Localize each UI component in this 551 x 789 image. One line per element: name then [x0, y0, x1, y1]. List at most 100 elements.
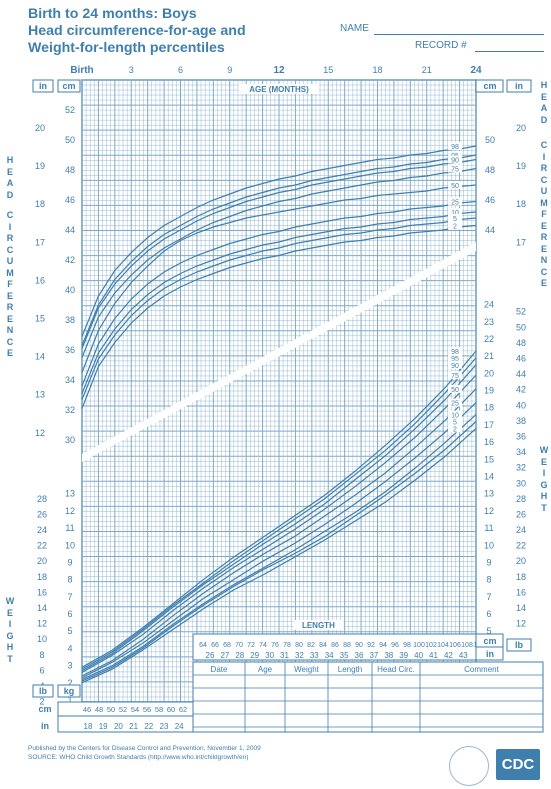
hc-in-right-tick-label: 19 — [516, 161, 526, 171]
length-axis-title: LENGTH — [302, 621, 335, 630]
wt-lb-right-tick-label: 12 — [516, 619, 526, 629]
unit-in-top-right: in — [515, 81, 523, 91]
length-cm-tick-label: 100 — [413, 642, 425, 649]
wt-kg-left-bg — [58, 625, 80, 637]
wfl-label-bg — [448, 384, 462, 393]
hc-cm-tick-label: 50 — [65, 135, 75, 145]
data-table — [192, 661, 544, 733]
wt-kg-left-bg — [58, 504, 80, 516]
hc-line-p75 — [81, 167, 477, 358]
wfl-line-p5 — [81, 421, 477, 682]
hc-line-p90 — [81, 158, 477, 349]
wfl-series-label-p90: 90 — [451, 363, 459, 370]
hc-in-tick-label: 19 — [35, 161, 45, 171]
hc-cm-tick-label: 38 — [65, 315, 75, 325]
table-header-0: Date — [211, 665, 228, 674]
length-title-bg — [293, 620, 344, 630]
name-line[interactable] — [374, 34, 544, 35]
length-cm-tick-label: 72 — [247, 642, 255, 649]
wfl-line-p90 — [81, 364, 477, 672]
wt-kg-left-tick-label: 9 — [67, 557, 72, 567]
age-tick-label: Birth — [70, 65, 93, 76]
in-unit-box — [32, 79, 54, 93]
small-len-unit-in: in — [41, 721, 49, 731]
wt-kg-right-tick-label: 11 — [484, 523, 493, 533]
small-len-unit-cm: cm — [38, 704, 51, 714]
wt-lb-right-tick-label: 38 — [516, 416, 526, 426]
unit-in-top-left: in — [39, 81, 47, 91]
hc-cm-label-bg — [58, 134, 80, 145]
small-len-cm-tick: 62 — [179, 705, 187, 714]
hc-cm-tick-label: 40 — [65, 285, 75, 295]
hc-in-tick-label: 15 — [35, 314, 45, 324]
small-len-in-tick: 21 — [129, 722, 138, 731]
hc-in-tick-label: 13 — [35, 390, 45, 400]
length-cm-tick-label: 94 — [379, 642, 387, 649]
wt-lb-right-tick-label: 46 — [516, 353, 526, 363]
wfl-label-bg — [448, 424, 462, 433]
wfl-label-bg — [448, 410, 462, 419]
wt-kg-right-bg — [478, 436, 500, 448]
wt-kg-right-bg — [478, 453, 500, 465]
wt-kg-right-bg — [478, 367, 500, 379]
wt-kg-right-tick-label: 24 — [484, 300, 494, 310]
length-in-tick-label: 42 — [444, 651, 453, 660]
length-cm-tick-label: 96 — [391, 642, 399, 649]
age-axis-title: AGE (MONTHS) — [249, 85, 309, 94]
hc-series-label-p98: 98 — [451, 144, 459, 151]
age-tick-label: 9 — [227, 65, 232, 75]
age-tick-label: 18 — [372, 65, 382, 75]
wfl-label-bg — [448, 353, 462, 362]
wt-kg-right-bg — [478, 590, 500, 602]
wt-lb-left-tick-label: 24 — [37, 525, 47, 535]
wt-kg-right-bg — [478, 539, 500, 551]
hc-label-bg — [448, 164, 462, 173]
wt-lb-right-tick-label: 18 — [516, 572, 526, 582]
hc-cm-tick-label: 32 — [65, 405, 75, 415]
hc-series-label-p50: 50 — [451, 183, 459, 190]
hc-label-bg — [448, 142, 462, 150]
length-in-tick-label: 30 — [265, 651, 274, 660]
wfl-series-label-p10: 10 — [451, 413, 459, 420]
hc-cm-label-bg — [58, 284, 80, 295]
hc-cm-right-bg — [478, 164, 500, 175]
wt-lb-right-tick-label: 42 — [516, 385, 526, 395]
age-tick-label: 21 — [422, 65, 432, 75]
footer: Published by the Centers for Disease Con… — [28, 744, 261, 762]
wfl-series-label-p25: 25 — [451, 401, 459, 408]
wt-lb-right-tick-label: 34 — [516, 447, 526, 457]
hc-cm-label-bg — [58, 434, 80, 445]
wt-kg-right-tick-label: 8 — [486, 575, 491, 585]
length-cm-tick-label: 66 — [211, 642, 219, 649]
wt-kg-left-bg — [58, 487, 80, 499]
wt-lb-left-tick-label: 20 — [37, 556, 47, 566]
wt-lb-left-tick-label: 26 — [37, 509, 47, 519]
hc-cm-label-bg — [58, 344, 80, 355]
record-line[interactable] — [475, 51, 544, 52]
wt-lb-left-tick-label: 16 — [37, 587, 47, 597]
length-unit-in: in — [486, 649, 494, 659]
wfl-label-bg — [448, 371, 462, 380]
wfl-line-p2 — [81, 427, 477, 684]
hc-cm-label-bg — [58, 254, 80, 265]
length-in-tick-label: 43 — [459, 651, 468, 660]
hc-cm-tick-label: 44 — [65, 225, 75, 235]
wfl-label-bg — [448, 347, 462, 356]
wt-lb-right-tick-label: 44 — [516, 369, 526, 379]
small-len-cm-tick: 56 — [143, 705, 151, 714]
cdc-logo: CDC — [496, 749, 540, 780]
hc-label-bg — [448, 155, 462, 164]
small-len-cm-tick: 52 — [119, 705, 127, 714]
small-len-cm-tick: 48 — [95, 705, 103, 714]
hc-cm-label-bg — [58, 404, 80, 415]
wt-lb-right-tick-label: 28 — [516, 494, 526, 504]
length-in-tick-label: 39 — [399, 651, 408, 660]
wfl-label-bg — [448, 360, 462, 369]
wt-lb-right-tick-label: 50 — [516, 322, 526, 332]
small-len-cm-tick: 54 — [131, 705, 139, 714]
length-in-tick-label: 32 — [295, 651, 304, 660]
hc-in-tick-label: 16 — [35, 275, 45, 285]
age-tick-label: 15 — [323, 65, 333, 75]
wfl-line-p25 — [81, 402, 477, 679]
